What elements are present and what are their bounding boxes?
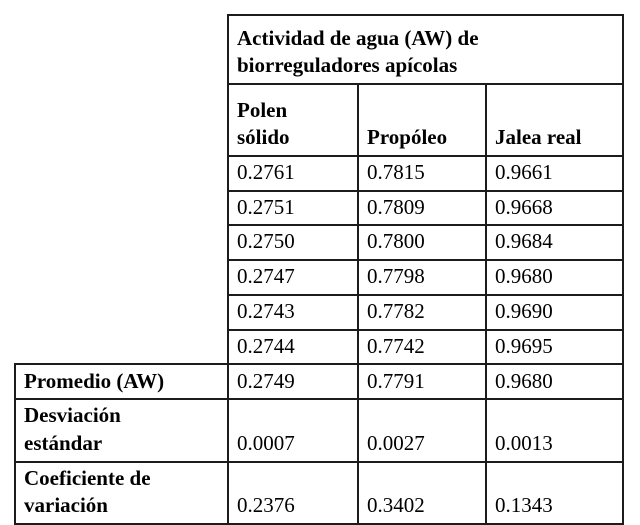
value-cell: 0.2761 <box>227 155 359 192</box>
table-row: 0.2747 0.7798 0.9680 <box>15 259 624 296</box>
spacer-cell <box>15 225 228 260</box>
value-cell: 0.2751 <box>227 189 359 227</box>
table-row: 0.2743 0.7782 0.9690 <box>15 293 624 331</box>
table-row-coeficiente: Coeficiente de variación 0.2376 0.3402 0… <box>14 460 624 525</box>
table-row: 0.2750 0.7800 0.9684 <box>15 224 624 262</box>
value-cell: 0.0013 <box>485 398 624 463</box>
row-label-coeficiente-variacion: Coeficiente de variación <box>14 460 229 525</box>
spacer-cell <box>15 330 228 365</box>
value-cell: 0.3402 <box>357 460 487 525</box>
value-cell: 0.7742 <box>357 328 487 366</box>
value-cell: 0.7798 <box>357 259 487 296</box>
value-cell: 0.7782 <box>357 293 487 331</box>
value-cell: 0.1343 <box>485 460 624 525</box>
water-activity-table: Actividad de agua (AW) de biorreguladore… <box>14 14 624 525</box>
value-cell: 0.2747 <box>227 259 359 296</box>
table-title: Actividad de agua (AW) de biorreguladore… <box>227 14 624 85</box>
value-cell: 0.9668 <box>485 189 624 227</box>
value-cell: 0.2744 <box>227 328 359 366</box>
column-header-polen-solido: Polen sólido <box>227 83 359 157</box>
value-cell: 0.9680 <box>485 259 624 296</box>
value-cell: 0.9661 <box>485 155 624 192</box>
spacer-cell <box>15 156 228 191</box>
column-header-propoleo: Propóleo <box>357 83 487 157</box>
value-cell: 0.7815 <box>357 155 487 192</box>
spacer-cell <box>15 260 228 295</box>
spacer-cell <box>15 15 228 84</box>
row-label-desviacion-estandar: Desviación estándar <box>14 398 229 463</box>
table-row: 0.2761 0.7815 0.9661 <box>15 155 624 192</box>
value-cell: 0.0007 <box>227 398 359 463</box>
value-cell: 0.9695 <box>485 328 624 366</box>
value-cell: 0.2749 <box>227 363 359 401</box>
value-cell: 0.9680 <box>485 363 624 401</box>
value-cell: 0.7800 <box>357 224 487 262</box>
spacer-cell <box>15 84 228 156</box>
table-row-promedio: Promedio (AW) 0.2749 0.7791 0.9680 <box>14 363 624 401</box>
table-row: 0.2744 0.7742 0.9695 <box>15 328 624 366</box>
table-row: 0.2751 0.7809 0.9668 <box>15 189 624 227</box>
value-cell: 0.2376 <box>227 460 359 525</box>
value-cell: 0.2743 <box>227 293 359 331</box>
value-cell: 0.9690 <box>485 293 624 331</box>
value-cell: 0.2750 <box>227 224 359 262</box>
value-cell: 0.7809 <box>357 189 487 227</box>
table-row-desviacion: Desviación estándar 0.0007 0.0027 0.0013 <box>14 398 624 463</box>
value-cell: 0.7791 <box>357 363 487 401</box>
row-label-promedio: Promedio (AW) <box>14 363 229 401</box>
value-cell: 0.9684 <box>485 224 624 262</box>
value-cell: 0.0027 <box>357 398 487 463</box>
spacer-cell <box>15 295 228 330</box>
column-header-jalea-real: Jalea real <box>485 83 624 157</box>
spacer-cell <box>15 191 228 226</box>
